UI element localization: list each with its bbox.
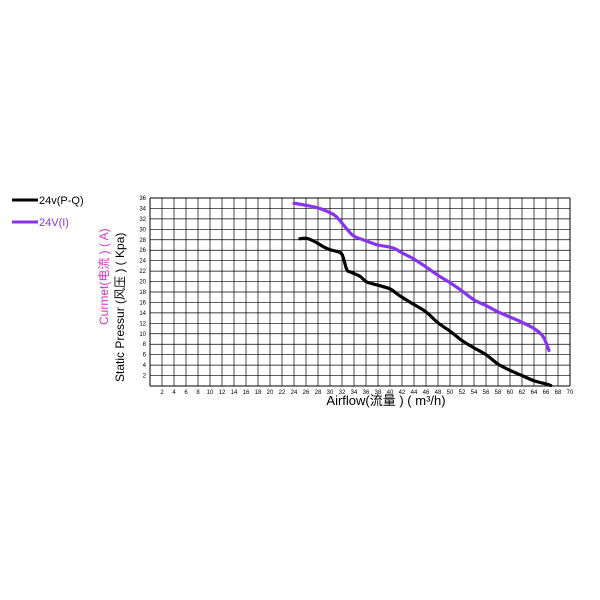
- x-tick-label: 36: [363, 390, 370, 396]
- legend-label-current: 24V(I): [39, 217, 69, 229]
- series-layer: [292, 201, 553, 388]
- y-axis-title-pressure: Static Pressur (风压 ) ( Kpa): [113, 233, 127, 382]
- y-tick-label: 24: [139, 259, 146, 265]
- y-tick-label: 6: [143, 353, 147, 359]
- x-tick-label: 60: [507, 390, 514, 396]
- x-tick-label: 20: [267, 390, 274, 396]
- x-axis-title: Airflow(流量 ) ( m³/h): [326, 393, 445, 408]
- legend: 24v(P-Q) 24V(I): [12, 195, 84, 229]
- x-tick-label: 40: [387, 390, 394, 396]
- y-axis-title-current: Curmet(电流 ) ( A): [97, 228, 111, 325]
- series-line-current: [292, 201, 551, 353]
- y-tick-label: 26: [139, 248, 146, 254]
- x-tick-label: 52: [459, 390, 466, 396]
- legend-label-pq: 24v(P-Q): [39, 195, 84, 207]
- x-tick-label: 64: [531, 390, 538, 396]
- x-tick-label: 14: [231, 390, 238, 396]
- x-tick-label: 10: [207, 390, 214, 396]
- y-tick-label: 16: [139, 300, 146, 306]
- x-tick-label: 4: [172, 390, 176, 396]
- y-tick-label: 2: [143, 374, 147, 380]
- y-tick-label: 14: [139, 311, 146, 317]
- x-tick-label: 50: [447, 390, 454, 396]
- x-tick-label: 58: [495, 390, 502, 396]
- x-tick-label: 38: [375, 390, 382, 396]
- y-tick-label: 18: [139, 290, 146, 296]
- x-tick-label: 54: [471, 390, 478, 396]
- tick-labels: 2 4 6 8 10 12 14 16 18 20 22 24 26 28 30 32 34 36 38 40 42 44…: [139, 196, 574, 396]
- y-tick-label: 12: [139, 321, 146, 327]
- x-tick-label: 2: [160, 390, 164, 396]
- y-tick-label: 4: [143, 363, 147, 369]
- y-tick-label: 10: [139, 332, 146, 338]
- y-tick-label: 28: [139, 238, 146, 244]
- x-tick-label: 22: [279, 390, 286, 396]
- series-line-pq: [298, 236, 553, 388]
- x-tick-label: 12: [219, 390, 226, 396]
- x-tick-label: 56: [483, 390, 490, 396]
- y-tick-label: 36: [139, 196, 146, 202]
- x-tick-label: 16: [243, 390, 250, 396]
- y-tick-label: 30: [139, 227, 146, 233]
- x-tick-label: 68: [555, 390, 562, 396]
- x-tick-label: 34: [351, 390, 358, 396]
- x-tick-label: 30: [327, 390, 334, 396]
- x-tick-label: 8: [196, 390, 200, 396]
- x-tick-label: 48: [435, 390, 442, 396]
- x-tick-label: 70: [567, 390, 574, 396]
- x-tick-label: 62: [519, 390, 526, 396]
- y-tick-label: 22: [139, 269, 146, 275]
- x-tick-label: 66: [543, 390, 550, 396]
- x-tick-label: 44: [411, 390, 418, 396]
- x-tick-label: 26: [303, 390, 310, 396]
- x-tick-label: 32: [339, 390, 346, 396]
- x-tick-label: 6: [184, 390, 188, 396]
- x-tick-label: 42: [399, 390, 406, 396]
- x-tick-label: 24: [291, 390, 298, 396]
- x-tick-label: 28: [315, 390, 322, 396]
- x-tick-label: 46: [423, 390, 430, 396]
- y-tick-label: 20: [139, 280, 146, 286]
- y-tick-label: 34: [139, 206, 146, 212]
- x-tick-label: 18: [255, 390, 262, 396]
- y-tick-label: 32: [139, 217, 146, 223]
- y-tick-label: 8: [143, 342, 147, 348]
